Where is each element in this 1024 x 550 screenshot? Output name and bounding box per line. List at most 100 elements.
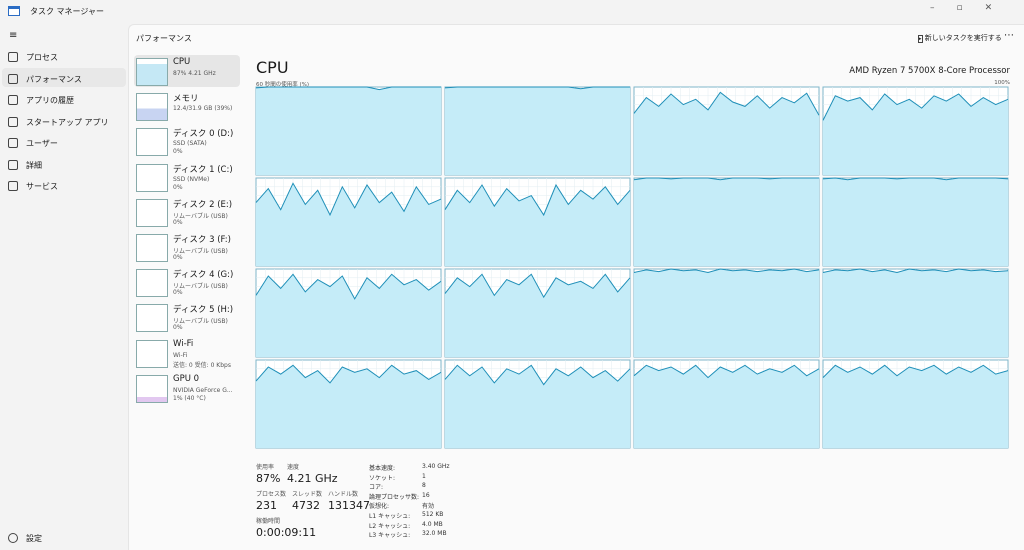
device-item[interactable]: ディスク 1 (C:) SSD (NVMe) 0% <box>133 161 239 193</box>
app-icon <box>8 6 20 16</box>
device-name: Wi-Fi <box>173 338 194 349</box>
spec-value: 32.0 MB <box>422 530 447 538</box>
nav-item[interactable]: パフォーマンス <box>26 74 82 84</box>
device-thumbnail <box>136 163 168 192</box>
device-detail: リムーバブル (USB) <box>173 318 228 326</box>
stat-value: 0:00:09:11 <box>256 526 317 539</box>
device-thumbnail <box>136 374 168 403</box>
device-detail: リムーバブル (USB) <box>173 212 228 220</box>
device-item[interactable]: GPU 0 NVIDIA GeForce G... 1% (40 °C) <box>133 372 239 404</box>
core-usage-line <box>633 268 820 274</box>
nav-item[interactable]: プロセス <box>26 53 58 62</box>
device-item[interactable]: ディスク 5 (H:) リムーバブル (USB) 0% <box>133 301 239 333</box>
run-task-label: 新しいタスクを実行する <box>924 34 1002 42</box>
device-detail: リムーバブル (USB) <box>173 283 228 291</box>
nav-item[interactable]: 詳細 <box>26 160 42 170</box>
device-thumbnail <box>136 339 168 368</box>
core-usage-area <box>256 87 441 175</box>
nav-settings[interactable]: 設定 <box>26 534 42 543</box>
nav-selected <box>2 68 126 87</box>
core-usage-line <box>444 364 631 386</box>
device-thumbnail <box>136 93 168 122</box>
device-detail: 送信: 0 受信: 0 Kbps <box>173 361 231 369</box>
nav-icon <box>8 181 18 191</box>
core-usage-line <box>444 183 631 217</box>
device-thumbnail <box>136 128 168 157</box>
device-item[interactable]: ディスク 3 (F:) リムーバブル (USB) 0% <box>133 231 239 263</box>
device-detail: リムーバブル (USB) <box>173 248 228 255</box>
core-usage-area <box>445 185 630 266</box>
core-usage-line <box>444 86 630 90</box>
spec-value: 4.0 MB <box>422 520 443 528</box>
device-detail: NVIDIA GeForce G... <box>173 386 233 394</box>
stat-label: スレッド数 <box>292 491 323 498</box>
stat-value: 87% <box>256 472 281 485</box>
device-detail: 0% <box>173 183 183 191</box>
device-name: ディスク 1 (C:) <box>173 164 233 175</box>
device-name: ディスク 3 (F:) <box>173 235 231 245</box>
main-title: CPU <box>256 58 289 77</box>
device-detail: 0% <box>173 254 183 261</box>
core-usage-area <box>256 274 441 357</box>
core-usage-line <box>633 177 819 181</box>
nav-item[interactable]: サービス <box>26 182 58 191</box>
core-usage-area <box>445 87 630 175</box>
nav-icon <box>8 159 18 170</box>
core-usage-area <box>823 269 1008 357</box>
core-usage-line <box>633 91 820 116</box>
core-usage-line <box>255 182 442 217</box>
nav-item[interactable]: アプリの履歴 <box>26 96 74 105</box>
device-thumbnail <box>136 234 168 262</box>
menu-button[interactable]: ≡ <box>9 30 18 41</box>
nav-item[interactable]: スタートアップ アプリ <box>26 117 109 127</box>
core-usage-area <box>823 178 1008 266</box>
core-usage-area <box>634 178 819 266</box>
spec-value: 8 <box>422 482 426 490</box>
device-detail: Wi-Fi <box>173 351 188 359</box>
device-thumbnail <box>136 58 168 86</box>
nav-icon <box>8 73 18 84</box>
graph-max: 100% <box>994 80 1010 86</box>
nav-item[interactable]: ユーザー <box>26 139 58 148</box>
window-controls[interactable]: –▫✕ <box>930 3 1015 13</box>
core-usage-line <box>255 86 441 91</box>
spec-value: 有効 <box>422 503 435 511</box>
spec-label: ソケット: <box>369 474 396 482</box>
stat-label: 稼働時間 <box>256 518 281 525</box>
device-thumbnail <box>136 269 168 298</box>
spec-label: L1 キャッシュ: <box>369 513 411 520</box>
device-detail: 0% <box>173 324 183 332</box>
device-detail: 1% (40 °C) <box>173 394 206 402</box>
core-usage-line <box>822 93 1009 121</box>
device-name: ディスク 5 (H:) <box>173 305 234 316</box>
stat-label: 使用率 <box>256 464 275 471</box>
core-usage-line <box>822 364 1009 378</box>
device-detail: 87% 4.21 GHz <box>173 70 216 77</box>
core-usage-line <box>633 364 820 379</box>
core-usage-area <box>823 94 1008 175</box>
device-item[interactable]: ディスク 2 (E:) リムーバブル (USB) 0% <box>133 196 239 228</box>
device-item[interactable]: Wi-Fi Wi-Fi 送信: 0 受信: 0 Kbps <box>133 337 239 369</box>
stat-label: 速度 <box>287 464 300 471</box>
spec-label: 基本速度: <box>369 465 396 472</box>
more-button[interactable]: ⋯ <box>1004 30 1014 41</box>
device-item[interactable]: ディスク 4 (G:) リムーバブル (USB) 0% <box>133 266 239 298</box>
core-usage-area <box>445 365 630 448</box>
settings-icon <box>8 533 18 543</box>
core-usage-area <box>823 365 1008 448</box>
device-thumbnail <box>136 304 168 333</box>
spec-value: 512 KB <box>422 511 444 518</box>
core-usage-area <box>445 274 630 357</box>
spec-label: L2 キャッシュ: <box>369 522 411 530</box>
core-usage-area <box>256 183 441 266</box>
run-task-button[interactable]: ▸ 新しいタスクを実行する <box>918 34 1002 43</box>
spec-label: 仮想化: <box>369 503 390 511</box>
device-detail: 0% <box>173 148 183 156</box>
core-usage-line <box>255 364 442 384</box>
device-thumbnail <box>136 198 168 227</box>
device-item[interactable]: ディスク 0 (D:) SSD (SATA) 0% <box>133 125 239 157</box>
device-item[interactable]: メモリ 12.4/31.9 GB (39%) <box>133 90 239 122</box>
device-item[interactable]: CPU 87% 4.21 GHz <box>133 55 239 87</box>
core-usage-area <box>256 365 441 448</box>
